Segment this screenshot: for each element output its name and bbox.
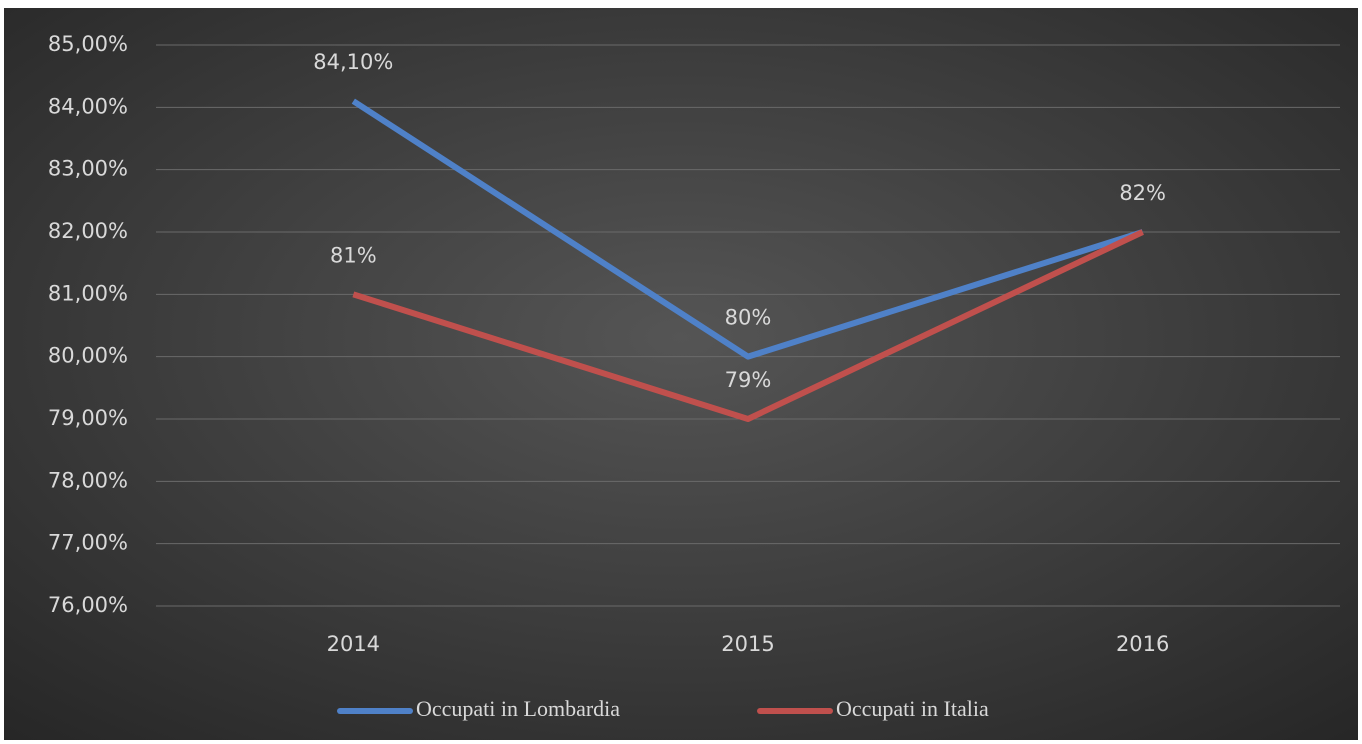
y-tick-label: 82,00% <box>48 219 128 243</box>
x-tick-label: 2014 <box>327 632 380 656</box>
data-label: 82% <box>1119 181 1166 205</box>
legend-label: Occupati in Lombardia <box>416 696 620 721</box>
y-tick-label: 79,00% <box>48 406 128 430</box>
y-tick-label: 83,00% <box>48 157 128 181</box>
series-line <box>351 98 1144 360</box>
chart-background <box>4 8 1358 740</box>
data-label: 84,10% <box>313 50 393 74</box>
y-tick-label: 80,00% <box>48 344 128 368</box>
data-label: 80% <box>725 306 772 330</box>
data-label: 81% <box>330 243 377 267</box>
y-tick-label: 76,00% <box>48 593 128 617</box>
x-tick-label: 2015 <box>721 632 774 656</box>
y-tick-label: 77,00% <box>48 531 128 555</box>
x-tick-label: 2016 <box>1116 632 1169 656</box>
legend-label: Occupati in Italia <box>836 696 989 721</box>
y-tick-label: 84,00% <box>48 94 128 118</box>
y-tick-label: 81,00% <box>48 281 128 305</box>
y-tick-label: 78,00% <box>48 468 128 492</box>
data-label: 79% <box>725 368 772 392</box>
y-tick-label: 85,00% <box>48 32 128 56</box>
series-line <box>352 229 1144 422</box>
